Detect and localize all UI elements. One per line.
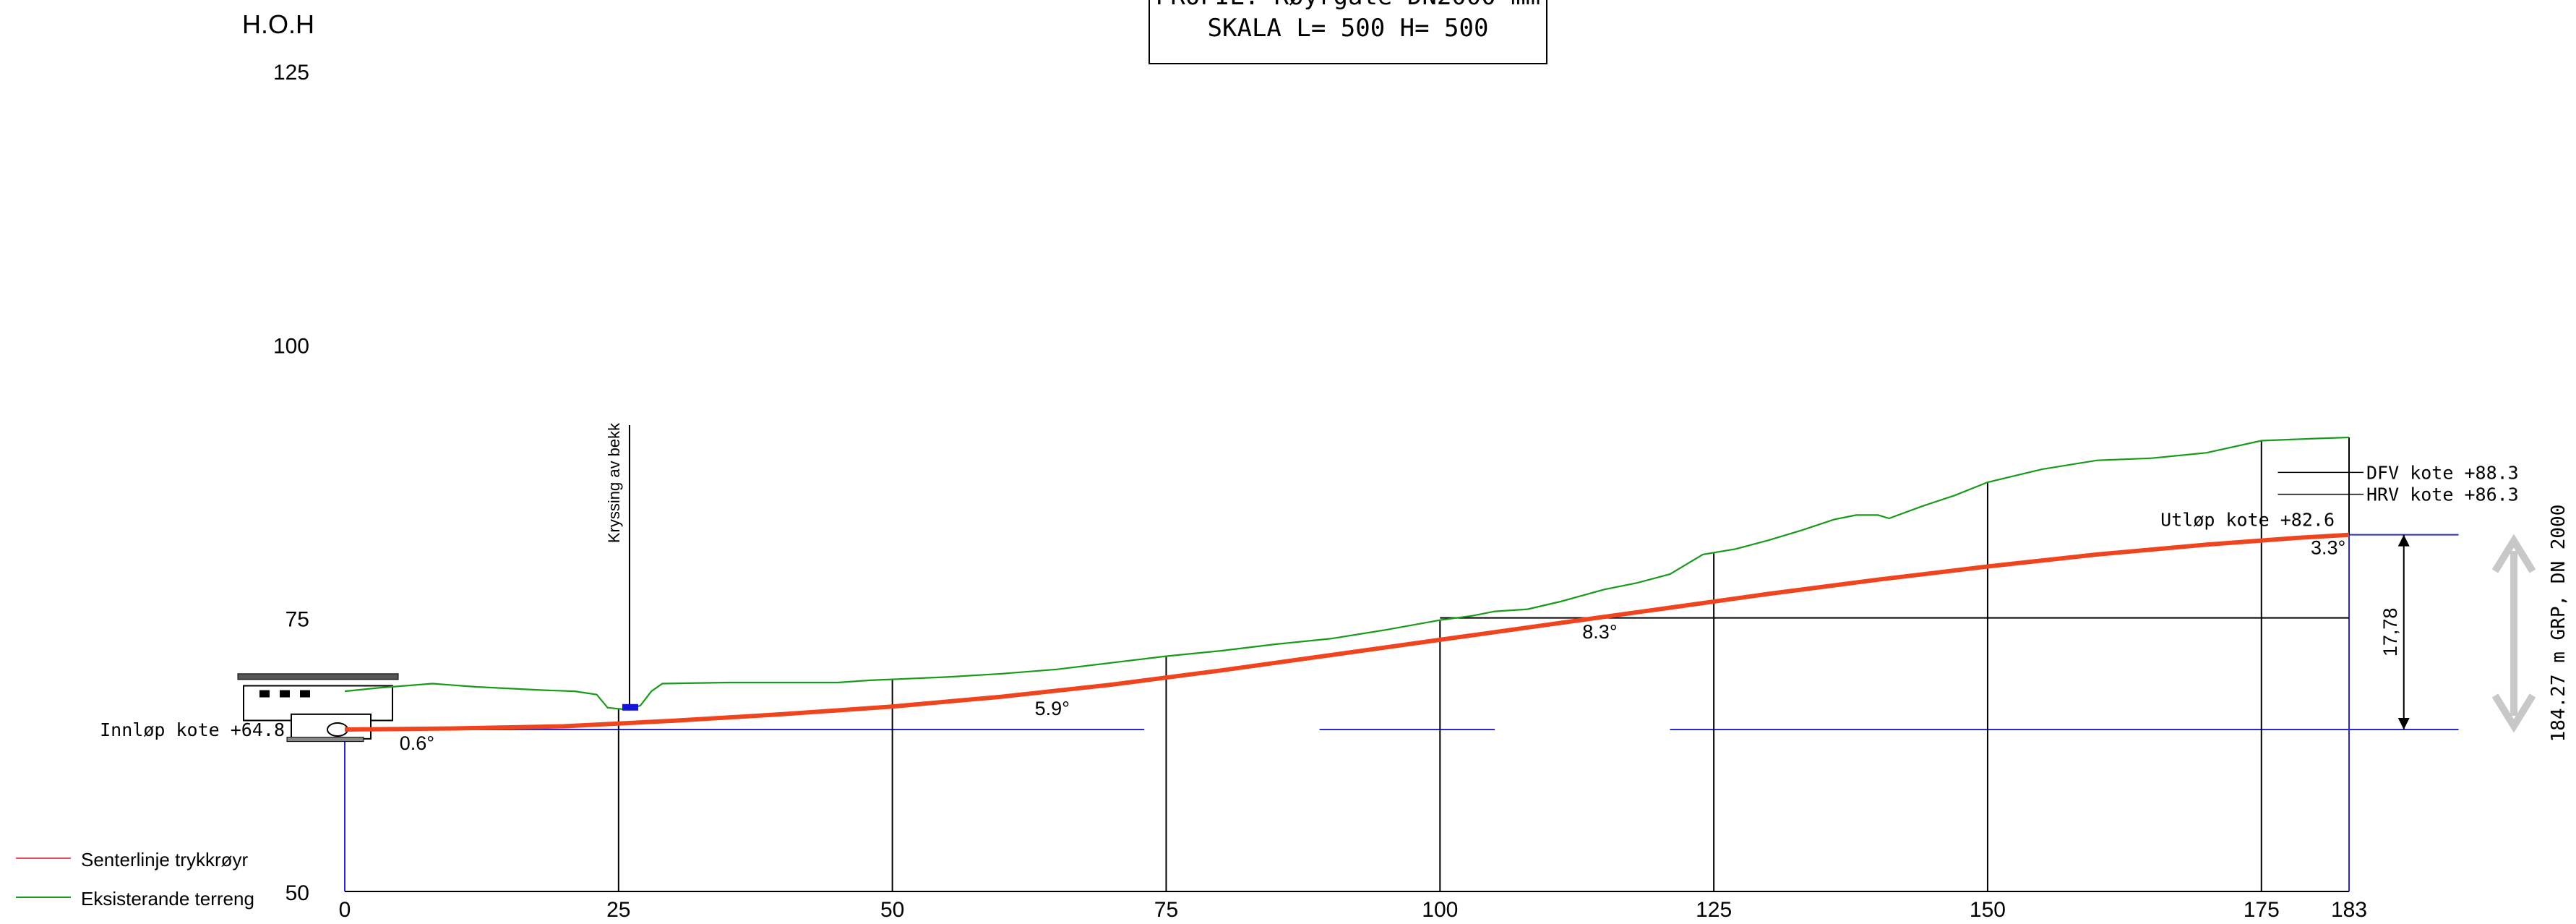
reference-lines xyxy=(344,437,2459,892)
legend-label-terrain: Eksisterande terreng xyxy=(81,888,254,910)
pipe-centerline xyxy=(344,532,2350,732)
y-axis-label: H.O.H xyxy=(242,9,314,39)
x-tick-150: 150 xyxy=(1970,898,2006,922)
x-tick-50: 50 xyxy=(880,898,904,922)
building-window-1 xyxy=(280,690,290,698)
x-tick-75: 75 xyxy=(1154,898,1178,922)
station-lines xyxy=(617,440,2262,891)
angle-label-1: 5.9° xyxy=(1035,698,1070,719)
series-lines xyxy=(344,436,2350,732)
x-tick-175: 175 xyxy=(2244,898,2280,922)
angle-label-2: 8.3° xyxy=(1582,621,1617,643)
y-tick-50: 50 xyxy=(285,881,309,905)
building-window-0 xyxy=(259,690,270,698)
y-tick-labels: 50 75 100 125 xyxy=(273,61,309,905)
pipe-length-arrow-top xyxy=(2491,534,2536,573)
x-tick-183: 183 xyxy=(2331,898,2367,922)
x-tick-labels: 0 25 50 75 100 125 150 175 183 xyxy=(339,898,2367,922)
annotations: Kryssing av bekk Innløp kote +64.8 Utløp k… xyxy=(100,422,2569,754)
x-tick-100: 100 xyxy=(1422,898,1458,922)
hrv-label: HRV kote +86.3 xyxy=(2366,484,2519,505)
outlet-label: Utløp kote +82.6 xyxy=(2160,510,2335,531)
angle-label-3: 3.3° xyxy=(2311,536,2345,558)
pipe-length-arrow-bottom xyxy=(2491,693,2536,733)
height-arrow-top xyxy=(2397,534,2410,547)
legend-label-pipe: Senterlinje trykkrøyr xyxy=(81,849,248,870)
y-tick-125: 125 xyxy=(273,61,309,85)
building-roof xyxy=(237,673,399,680)
legend: Senterlinje trykkrøyr Eksisterande terre… xyxy=(16,849,254,910)
dfv-label: DFV kote +88.3 xyxy=(2366,462,2519,483)
height-dimension-label: 17,78 xyxy=(2379,608,2401,657)
inlet-structure xyxy=(237,673,399,743)
x-tick-125: 125 xyxy=(1696,898,1732,922)
y-tick-75: 75 xyxy=(285,608,309,632)
angle-label-0: 0.6° xyxy=(400,732,434,754)
stream-label: Kryssing av bekk xyxy=(605,422,623,543)
inlet-pipe-mouth xyxy=(327,722,348,737)
stream-marker xyxy=(622,703,638,711)
terrain-line xyxy=(344,436,2350,711)
y-tick-100: 100 xyxy=(273,334,309,358)
inlet-label: Innløp kote +64.8 xyxy=(100,719,285,740)
height-arrow-bottom xyxy=(2397,718,2410,730)
pipe-length-label: 184.27 m GRP, DN 2000 xyxy=(2548,505,2569,743)
building-window-2 xyxy=(300,690,310,698)
x-tick-25: 25 xyxy=(606,898,630,922)
inlet-foundation xyxy=(286,737,364,743)
title-line-2: SKALA L= 500 H= 500 xyxy=(1208,14,1489,43)
x-tick-0: 0 xyxy=(339,898,351,922)
